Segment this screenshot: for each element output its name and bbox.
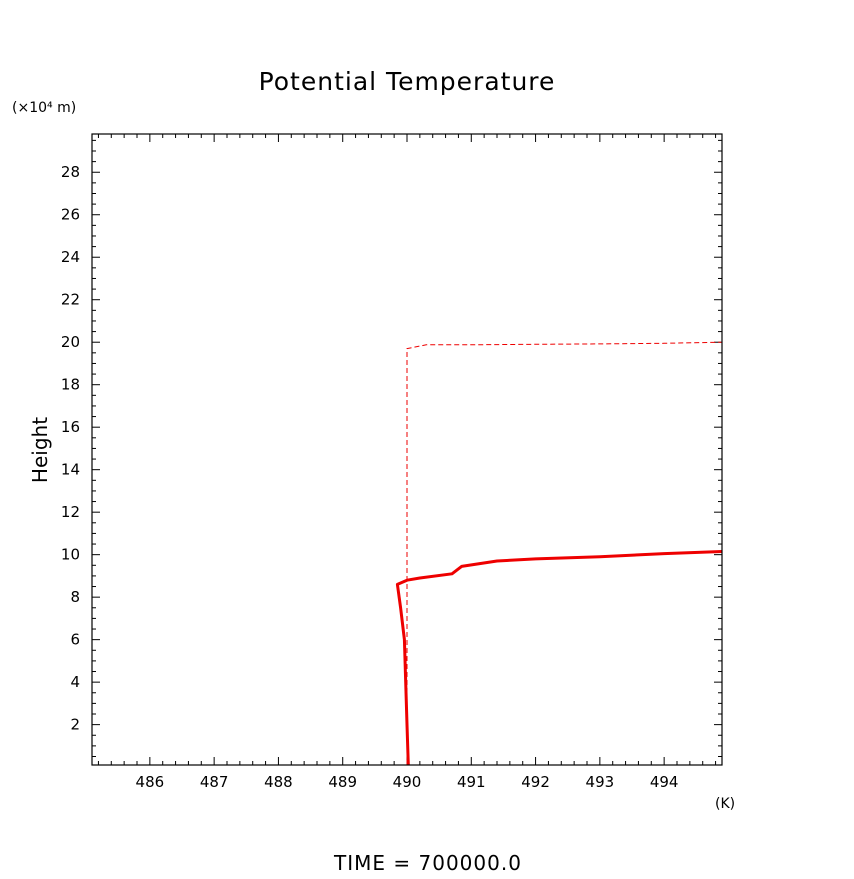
y-tick-label: 22 bbox=[61, 291, 80, 309]
y-tick-label: 18 bbox=[61, 376, 80, 394]
ticks bbox=[92, 134, 722, 765]
series bbox=[395, 341, 723, 766]
x-unit-label: (K) bbox=[715, 796, 735, 812]
y-tick-label: 4 bbox=[70, 673, 80, 691]
series-line-solid bbox=[395, 550, 723, 766]
y-tick-label: 10 bbox=[61, 546, 80, 564]
x-tick-label: 494 bbox=[650, 773, 679, 791]
x-tick-label: 488 bbox=[264, 773, 293, 791]
y-tick-label: 14 bbox=[61, 461, 80, 479]
y-tick-label: 28 bbox=[61, 163, 80, 181]
x-tick-label: 487 bbox=[200, 773, 229, 791]
x-tick-label: 491 bbox=[457, 773, 486, 791]
y-tick-label: 8 bbox=[70, 588, 80, 606]
plot-frame bbox=[91, 133, 723, 766]
y-tick-label: 26 bbox=[61, 206, 80, 224]
y-tick-label: 16 bbox=[61, 418, 80, 436]
x-tick-label: 490 bbox=[393, 773, 422, 791]
footer-time: TIME = 700000.0 bbox=[333, 851, 522, 875]
y-axis-label: Height bbox=[28, 417, 52, 483]
x-tick-label: 486 bbox=[136, 773, 165, 791]
x-tick-labels: 486 487 488 489 490 491 492 493 494 bbox=[136, 773, 679, 791]
y-tick-label: 12 bbox=[61, 503, 80, 521]
x-tick-label: 493 bbox=[586, 773, 615, 791]
y-tick-label: 24 bbox=[61, 248, 80, 266]
y-unit-label: (×10⁴ m) bbox=[12, 100, 76, 116]
series-line-dashed bbox=[406, 341, 723, 765]
x-tick-label: 492 bbox=[521, 773, 550, 791]
x-tick-label: 489 bbox=[328, 773, 357, 791]
y-tick-label: 2 bbox=[70, 716, 80, 734]
y-tick-label: 6 bbox=[70, 631, 80, 649]
y-tick-label: 20 bbox=[61, 333, 80, 351]
chart-title: Potential Temperature bbox=[259, 67, 556, 96]
